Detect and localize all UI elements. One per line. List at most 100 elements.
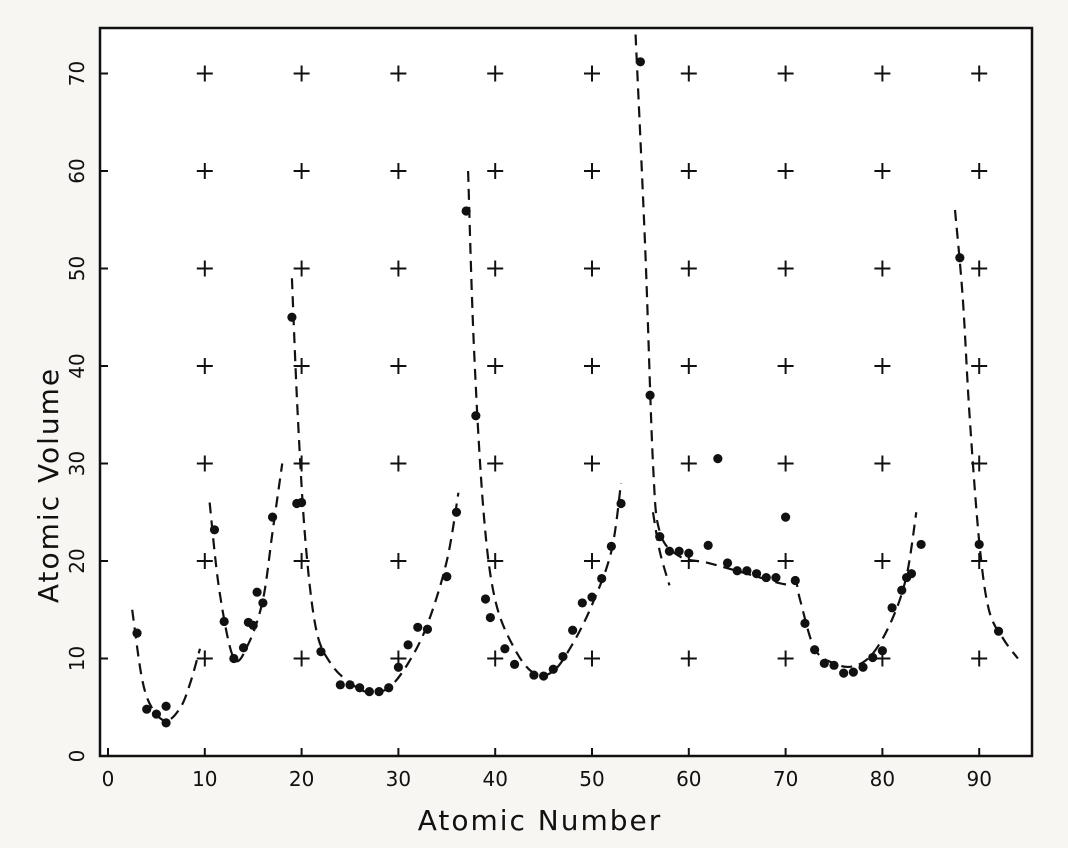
grid-cross — [971, 553, 988, 569]
grid-cross — [874, 163, 891, 179]
data-point — [577, 598, 587, 608]
data-point — [252, 587, 262, 597]
x-tick-label: 20 — [289, 767, 314, 791]
data-point — [655, 532, 665, 542]
data-point — [132, 628, 142, 638]
data-point — [819, 658, 829, 668]
data-point — [364, 687, 374, 697]
data-point — [955, 253, 965, 263]
grid-cross — [196, 65, 213, 82]
grid-cross — [196, 455, 213, 472]
data-point — [732, 566, 742, 576]
grid-crosses — [196, 65, 988, 667]
x-tick-label: 0 — [102, 767, 115, 791]
data-point — [906, 569, 917, 579]
data-point — [839, 668, 849, 678]
grid-cross — [487, 163, 504, 179]
data-point — [887, 603, 897, 613]
grid-cross — [390, 65, 407, 82]
y-tick-label: 10 — [65, 646, 89, 671]
data-point — [993, 626, 1004, 636]
grid-cross — [777, 455, 794, 472]
grid-cross — [874, 553, 891, 569]
data-point — [335, 680, 345, 690]
data-point — [868, 652, 878, 663]
grid-cross — [584, 163, 600, 179]
grid-cross — [293, 553, 310, 569]
trend-curve-segment — [131, 609, 202, 723]
grid-cross — [390, 260, 407, 277]
data-point — [267, 512, 278, 522]
grid-cross — [293, 163, 310, 179]
data-point — [442, 572, 452, 582]
grid-cross — [680, 455, 697, 472]
plot-frame — [98, 26, 1034, 758]
data-point — [829, 660, 839, 670]
data-point — [790, 575, 800, 586]
grid-cross — [584, 455, 600, 472]
grid-cross — [971, 650, 988, 667]
data-point — [374, 687, 384, 697]
data-point — [413, 622, 423, 632]
x-axis-ticks: 0 10 20 30 40 50 60 70 80 90 — [102, 748, 992, 791]
grid-cross — [971, 65, 988, 82]
x-axis-title: Atomic Number — [418, 804, 663, 837]
data-point — [568, 625, 578, 635]
data-point — [461, 206, 471, 216]
y-tick-label: 70 — [65, 61, 89, 86]
y-tick-label: 20 — [65, 548, 89, 573]
grid-cross — [584, 553, 600, 569]
data-point — [645, 390, 655, 400]
x-tick-label: 40 — [482, 767, 507, 791]
grid-cross — [777, 65, 794, 82]
grid-cross — [680, 65, 697, 82]
data-point — [751, 569, 762, 579]
data-point — [684, 548, 694, 558]
grid-cross — [874, 65, 891, 82]
grid-cross — [584, 260, 600, 277]
data-point — [810, 645, 820, 655]
data-point — [848, 667, 858, 677]
data-point — [606, 541, 616, 551]
grid-cross — [196, 260, 213, 277]
data-point — [297, 497, 307, 508]
data-point — [403, 640, 413, 650]
data-point — [316, 647, 326, 657]
y-tick-label: 50 — [65, 256, 89, 281]
grid-cross — [487, 260, 504, 277]
grid-cross — [196, 163, 213, 179]
data-point — [916, 539, 926, 550]
grid-cross — [390, 358, 407, 374]
grid-cross — [874, 455, 891, 472]
data-point — [287, 312, 297, 322]
trend-curve-segment — [208, 463, 284, 663]
grid-cross — [777, 553, 794, 569]
grid-cross — [196, 553, 213, 569]
data-point — [355, 683, 365, 693]
data-point — [451, 507, 462, 517]
data-point — [500, 644, 510, 654]
data-point — [471, 411, 481, 421]
data-point — [800, 618, 810, 629]
grid-cross — [293, 260, 310, 277]
y-tick-label: 30 — [65, 451, 89, 476]
data-point — [761, 572, 771, 583]
grid-cross — [680, 358, 697, 374]
x-tick-label: 90 — [966, 767, 991, 791]
data-point — [151, 709, 161, 719]
data-point — [248, 620, 258, 630]
data-point — [422, 624, 433, 634]
data-point — [558, 651, 568, 662]
data-point — [664, 546, 675, 556]
grid-cross — [390, 163, 407, 179]
data-point — [742, 566, 752, 576]
y-tick-label: 60 — [65, 158, 89, 183]
data-point — [858, 662, 868, 672]
data-point — [771, 572, 781, 583]
data-point — [674, 546, 684, 556]
grid-cross — [390, 455, 407, 472]
trend-curve-segment — [634, 34, 918, 669]
data-point — [480, 594, 491, 604]
data-point — [529, 670, 539, 680]
